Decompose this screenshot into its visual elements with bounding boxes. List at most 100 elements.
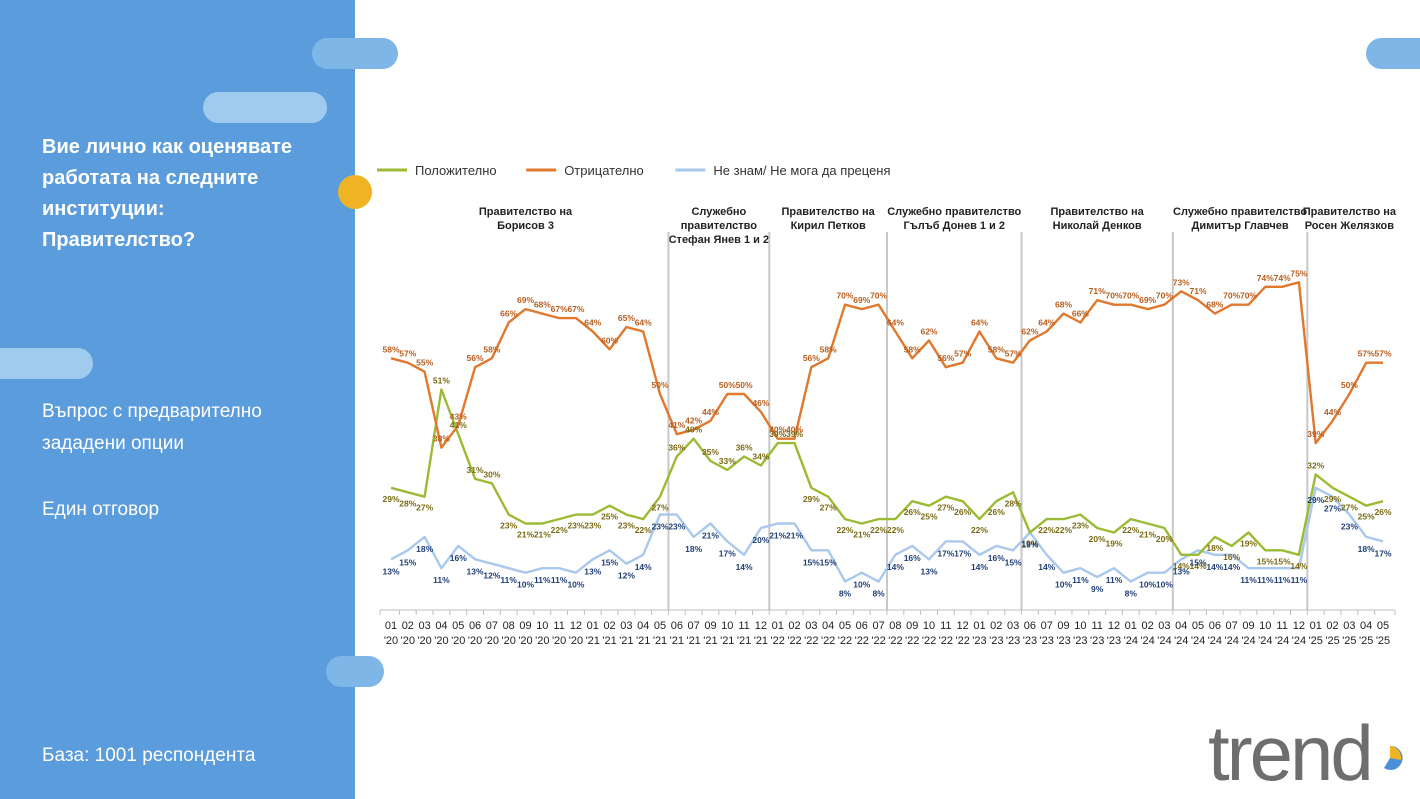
x-tick-label: 03 bbox=[1343, 620, 1355, 632]
x-tick-label: 05 bbox=[654, 620, 666, 632]
data-label-1: 39% bbox=[1307, 429, 1324, 439]
data-label-0: 27% bbox=[1341, 503, 1358, 513]
x-tick-label: 04 bbox=[435, 620, 447, 632]
period-label-0: Борисов 3 bbox=[497, 220, 554, 232]
sidebar: Вие лично как оценявате работата на след… bbox=[0, 0, 355, 799]
x-tick-label: '23 bbox=[1023, 635, 1037, 647]
data-label-2: 29% bbox=[1307, 495, 1324, 505]
data-label-1: 50% bbox=[652, 380, 669, 390]
data-label-2: 21% bbox=[702, 531, 719, 541]
data-label-0: 39% bbox=[786, 429, 803, 439]
data-label-0: 23% bbox=[1072, 521, 1089, 531]
x-tick-label: '24 bbox=[1275, 635, 1289, 647]
x-tick-label: 01 bbox=[973, 620, 985, 632]
data-label-2: 13% bbox=[921, 566, 938, 576]
x-tick-label: '24 bbox=[1208, 635, 1222, 647]
legend-label-2: Не знам/ Не мога да преценя bbox=[713, 163, 890, 178]
data-label-0: 19% bbox=[1021, 538, 1038, 548]
data-label-2: 8% bbox=[1125, 589, 1138, 599]
x-tick-label: 01 bbox=[385, 620, 397, 632]
data-label-2: 18% bbox=[416, 544, 433, 554]
data-label-0: 14% bbox=[1190, 561, 1207, 571]
data-label-1: 68% bbox=[1206, 300, 1223, 310]
x-tick-label: 10 bbox=[721, 620, 733, 632]
data-label-2: 23% bbox=[668, 522, 685, 532]
data-label-0: 19% bbox=[1105, 538, 1122, 548]
x-tick-label: 05 bbox=[1192, 620, 1204, 632]
x-tick-label: '21 bbox=[636, 635, 650, 647]
data-label-1: 64% bbox=[1038, 317, 1055, 327]
logo-text: trend bbox=[1208, 712, 1371, 792]
data-label-0: 19% bbox=[1240, 538, 1257, 548]
x-tick-label: 04 bbox=[1175, 620, 1187, 632]
x-tick-label: 07 bbox=[486, 620, 498, 632]
x-tick-label: '22 bbox=[804, 635, 818, 647]
x-tick-label: '20 bbox=[451, 635, 465, 647]
data-label-1: 74% bbox=[1274, 273, 1291, 283]
data-label-0: 28% bbox=[399, 498, 416, 508]
data-label-0: 23% bbox=[500, 521, 517, 531]
x-tick-label: '20 bbox=[384, 635, 398, 647]
data-label-2: 18% bbox=[685, 544, 702, 554]
data-label-0: 27% bbox=[652, 503, 669, 513]
x-tick-label: 11 bbox=[1276, 620, 1287, 632]
data-label-2: 16% bbox=[450, 553, 467, 563]
data-label-2: 13% bbox=[1173, 566, 1190, 576]
x-tick-label: '20 bbox=[468, 635, 482, 647]
data-label-1: 50% bbox=[1341, 380, 1358, 390]
period-label-1: Служебно bbox=[691, 206, 746, 218]
x-tick-label: 03 bbox=[805, 620, 817, 632]
data-label-1: 70% bbox=[1122, 291, 1139, 301]
x-tick-label: 10 bbox=[536, 620, 548, 632]
period-label-3: Служебно правителство bbox=[887, 206, 1021, 218]
data-label-0: 20% bbox=[1089, 534, 1106, 544]
data-label-0: 25% bbox=[921, 512, 938, 522]
x-tick-label: 03 bbox=[1007, 620, 1019, 632]
data-label-1: 40% bbox=[769, 425, 786, 435]
x-tick-label: '23 bbox=[1090, 635, 1104, 647]
data-label-2: 14% bbox=[1206, 562, 1223, 572]
data-label-2: 14% bbox=[1038, 562, 1055, 572]
data-label-1: 75% bbox=[1290, 268, 1307, 278]
x-tick-label: 02 bbox=[1326, 620, 1338, 632]
data-label-0: 36% bbox=[668, 443, 685, 453]
data-label-0: 15% bbox=[1274, 556, 1291, 566]
data-label-2: 18% bbox=[1358, 544, 1375, 554]
data-label-2: 12% bbox=[483, 571, 500, 581]
x-tick-label: '20 bbox=[552, 635, 566, 647]
x-tick-label: 06 bbox=[671, 620, 683, 632]
x-tick-label: '22 bbox=[838, 635, 852, 647]
x-tick-label: '21 bbox=[737, 635, 751, 647]
x-tick-label: '23 bbox=[1040, 635, 1054, 647]
x-tick-label: '24 bbox=[1140, 635, 1154, 647]
data-label-2: 10% bbox=[1156, 580, 1173, 590]
data-label-1: 66% bbox=[500, 309, 517, 319]
data-label-2: 15% bbox=[1005, 557, 1022, 567]
data-label-0: 27% bbox=[937, 503, 954, 513]
x-tick-label: 12 bbox=[957, 620, 969, 632]
x-tick-label: 05 bbox=[452, 620, 464, 632]
data-label-0: 16% bbox=[1223, 552, 1240, 562]
data-label-1: 44% bbox=[1324, 407, 1341, 417]
series-line-1 bbox=[390, 281, 1383, 449]
data-label-1: 40% bbox=[786, 425, 803, 435]
x-tick-label: 09 bbox=[1242, 620, 1254, 632]
legend-label-0: Положително bbox=[415, 163, 497, 178]
data-label-2: 11% bbox=[1274, 575, 1291, 585]
x-tick-label: 09 bbox=[1057, 620, 1069, 632]
data-label-0: 23% bbox=[567, 521, 584, 531]
data-label-0: 40% bbox=[685, 425, 702, 435]
period-label-0: Правителство на bbox=[479, 206, 573, 218]
data-label-0: 22% bbox=[551, 525, 568, 535]
decor-pill bbox=[0, 348, 93, 379]
period-label-1: правителство bbox=[681, 220, 757, 232]
x-tick-label: '20 bbox=[485, 635, 499, 647]
period-label-4: Правителство на bbox=[1051, 206, 1145, 218]
x-tick-label: 11 bbox=[553, 620, 564, 632]
x-tick-label: '25 bbox=[1376, 635, 1390, 647]
x-tick-label: 02 bbox=[603, 620, 615, 632]
x-tick-label: 06 bbox=[856, 620, 868, 632]
x-tick-label: 01 bbox=[772, 620, 784, 632]
x-tick-label: 01 bbox=[1125, 620, 1137, 632]
data-label-1: 71% bbox=[1190, 286, 1207, 296]
